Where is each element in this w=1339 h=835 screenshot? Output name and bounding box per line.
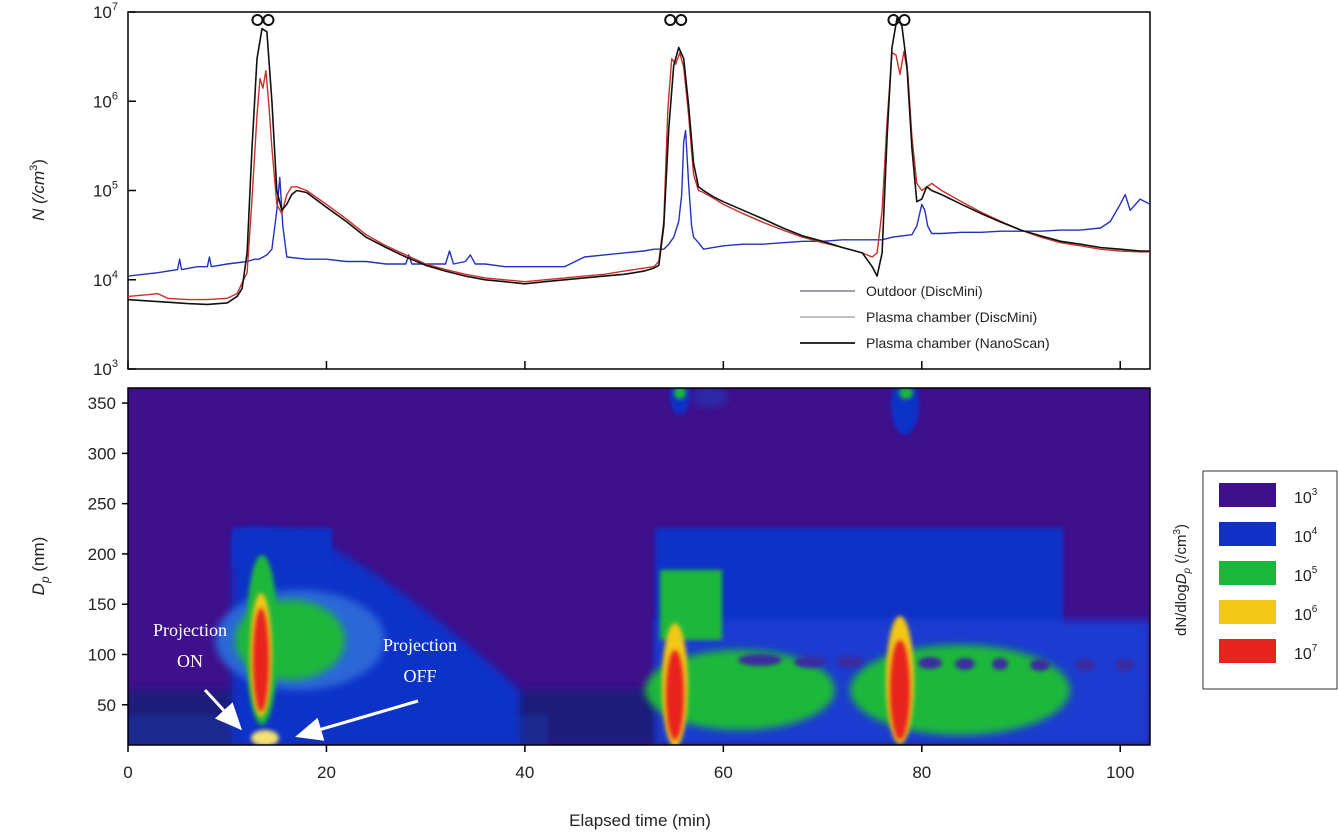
top-y-tick-label: 107 bbox=[93, 1, 118, 22]
annotation-on-line2: ON bbox=[177, 651, 203, 671]
top-y-tick-label: 106 bbox=[93, 90, 118, 111]
bottom-x-tick-label: 60 bbox=[714, 763, 733, 782]
heatmap-event-1 bbox=[215, 527, 520, 745]
colorbar-swatch bbox=[1219, 522, 1276, 546]
annotation-projection-off: Projection OFF bbox=[295, 635, 457, 741]
top-y-tick-label: 104 bbox=[93, 269, 118, 290]
size-distribution-panel: 50 100 150 200 250 300 350 0 20 40 60 80 100 Dp (nm… bbox=[29, 387, 1151, 830]
bottom-plot-frame bbox=[127, 387, 1151, 746]
bottom-y-axis-label: Dp (nm) bbox=[29, 537, 52, 596]
bottom-y-tick-label: 100 bbox=[88, 645, 116, 664]
annotation-off-line2: OFF bbox=[403, 666, 436, 686]
bottom-x-tick-label: 0 bbox=[123, 763, 132, 782]
colorbar-level-label: 103 bbox=[1294, 487, 1318, 507]
bottom-y-tick-label: 50 bbox=[97, 696, 116, 715]
annotation-off-arrow bbox=[295, 699, 419, 741]
bottom-x-tick-label: 40 bbox=[515, 763, 534, 782]
legend-label: Plasma chamber (DiscMini) bbox=[866, 309, 1037, 325]
marker-circle bbox=[262, 14, 275, 26]
top-y-tick-label: 103 bbox=[93, 358, 118, 379]
bottom-y-tick-label: 350 bbox=[88, 394, 116, 413]
bottom-y-tick-label: 200 bbox=[88, 545, 116, 564]
colorbar-label: dN/dlogDp (/cm3) bbox=[1172, 524, 1193, 636]
series-line-3 bbox=[128, 17, 1150, 306]
bottom-x-tick-label: 80 bbox=[912, 763, 931, 782]
annotation-on-line1: Projection bbox=[153, 620, 227, 640]
annotation-off-line1: Projection bbox=[383, 635, 457, 655]
colorbar-level-label: 104 bbox=[1294, 526, 1318, 546]
colorbar-level-label: 105 bbox=[1294, 565, 1318, 585]
legend: Outdoor (DiscMini) Plasma chamber (DiscMi… bbox=[800, 283, 1050, 351]
colorbar-level-label: 107 bbox=[1294, 643, 1318, 663]
series-line-1 bbox=[128, 129, 1150, 277]
colorbar-swatch bbox=[1219, 483, 1276, 507]
top-x-ticks bbox=[127, 361, 1121, 369]
colorbar-legend: 103 104 105 106 107 dN/dlogDp (/cm3) bbox=[1172, 470, 1338, 690]
bottom-x-axis: 0 20 40 60 80 100 bbox=[123, 745, 1134, 782]
heatmap bbox=[128, 388, 1150, 745]
legend-label: Plasma chamber (NanoScan) bbox=[866, 335, 1050, 351]
marker-circle bbox=[675, 14, 688, 26]
colorbar-swatch bbox=[1219, 639, 1276, 663]
time-series-panel: 103 104 105 106 107 Outdoor (DiscMini) Plasma… bbox=[28, 1, 1151, 379]
series-group bbox=[128, 17, 1150, 306]
colorbar-swatch bbox=[1219, 600, 1276, 624]
bottom-y-tick-label: 300 bbox=[88, 444, 116, 463]
bottom-x-tick-label: 100 bbox=[1106, 763, 1134, 782]
legend-label: Outdoor (DiscMini) bbox=[866, 283, 983, 299]
projection-markers bbox=[251, 14, 911, 26]
series-line-2 bbox=[128, 50, 1150, 301]
annotation-projection-on: Projection ON bbox=[153, 620, 243, 731]
marker-circle bbox=[898, 14, 911, 26]
heatmap-event-3 bbox=[738, 388, 1134, 744]
bottom-y-axis: 50 100 150 200 250 300 350 bbox=[88, 394, 128, 715]
colorbar-level-label: 106 bbox=[1294, 604, 1318, 624]
top-y-tick-label: 105 bbox=[93, 180, 118, 201]
top-y-axis: 103 104 105 106 107 bbox=[93, 1, 136, 379]
x-axis-label: Elapsed time (min) bbox=[569, 811, 711, 830]
bottom-x-tick-label: 20 bbox=[317, 763, 336, 782]
bottom-y-tick-label: 250 bbox=[88, 495, 116, 514]
bottom-y-tick-label: 150 bbox=[88, 595, 116, 614]
top-y-axis-label: N (/cm3) bbox=[28, 159, 48, 221]
annotation-on-arrow bbox=[203, 688, 243, 731]
colorbar-swatch bbox=[1219, 561, 1276, 585]
